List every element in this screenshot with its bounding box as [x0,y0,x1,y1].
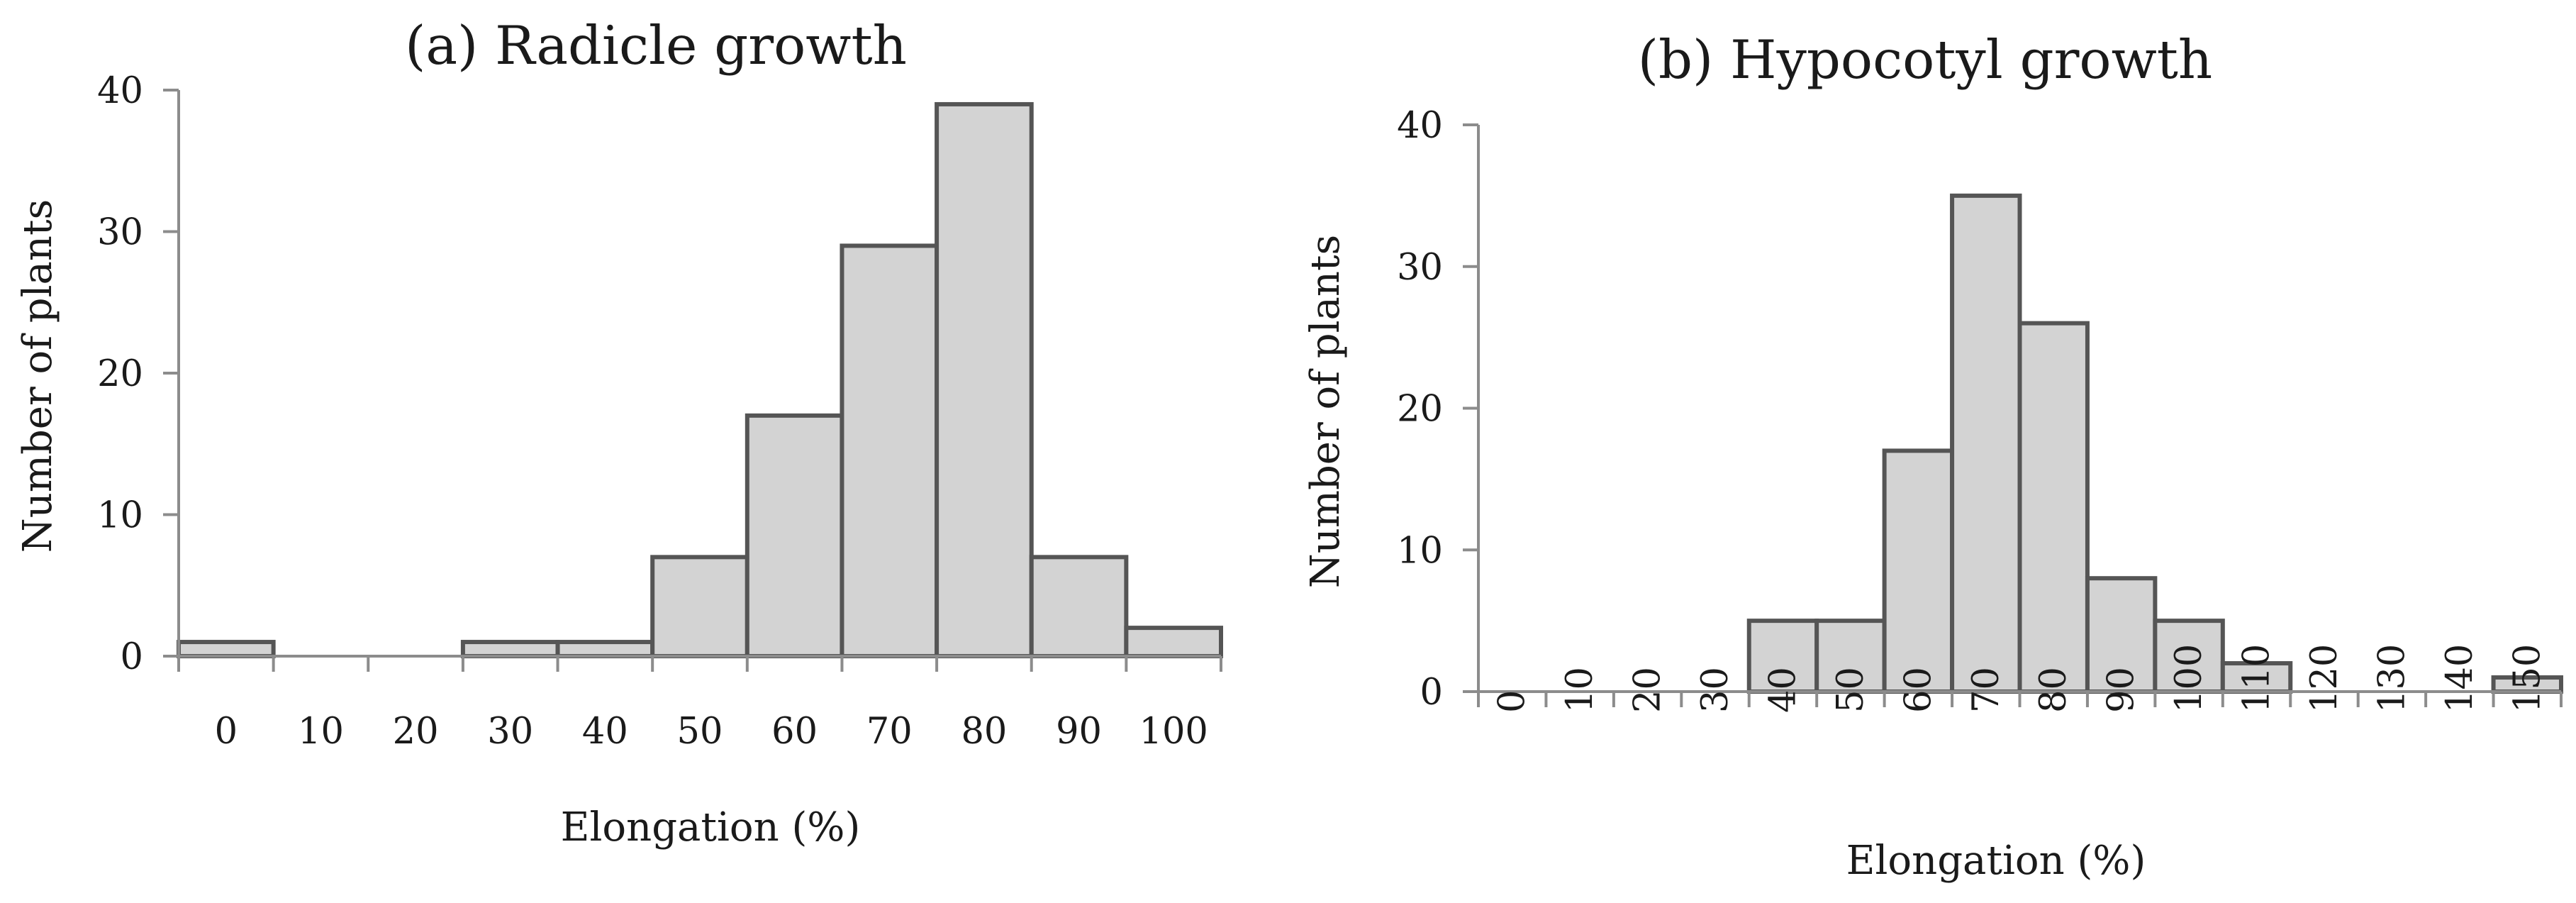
chart-b-x-tick-label: 80 [2033,667,2075,713]
chart-b-bars [1746,193,2563,694]
chart-b-x-tick-label: 110 [2236,644,2278,713]
chart-a-y-tick-label: 40 [97,70,143,112]
chart-a-x-tick-label: 40 [582,711,628,753]
chart-a-y-tick-label: 20 [97,353,143,395]
chart-b-bar [2017,321,2090,694]
chart-a-bar [177,640,276,658]
chart-b-x-tick-label: 60 [1897,667,1939,713]
chart-a-x-tick-label: 0 [215,711,238,753]
chart-a-x-tick-label: 50 [677,711,723,753]
chart-a-bar [935,101,1034,658]
chart-a-bar [745,413,844,658]
chart-a-x-tick-label: 80 [961,711,1007,753]
chart-b-bar [1814,619,1887,694]
chart-b-x-tick-label: 50 [1830,667,1872,713]
chart-b-y-tick-label: 40 [1397,105,1443,147]
chart-b-x-tick-label: 0 [1492,690,1534,713]
chart-a-x-tick-label: 20 [393,711,439,753]
chart-b-x-tick-label: 150 [2507,644,2548,713]
chart-a-x-tick-label: 30 [487,711,533,753]
chart-a-x-tick-label: 10 [298,711,344,753]
chart-a-y-tick-labels: 0 10 20 30 40 [97,70,143,678]
chart-b-y-tick-label: 0 [1420,672,1443,714]
chart-b-x-tick-label: 40 [1762,667,1804,713]
chart-b-x-tick-label: 140 [2439,644,2481,713]
chart-b-x-tick-label: 70 [1966,667,2007,713]
chart-radicle-growth: (a) Radicle growth 0 10 20 30 40 Number of p… [15,14,1224,851]
chart-a-x-tick-label: 90 [1056,711,1102,753]
chart-b-x-tick-label: 30 [1695,667,1736,713]
chart-a-bars [177,101,1224,658]
chart-b-bar [1882,448,1955,694]
chart-b-y-tick-label: 20 [1397,389,1443,431]
chart-a-y-tick-label: 0 [121,636,143,678]
chart-a-x-tick-label: 60 [771,711,818,753]
chart-a-bar [1124,626,1224,658]
chart-b-x-axis-label: Elongation (%) [1846,838,2146,884]
chart-a-bar [650,555,749,658]
chart-b-bar [1950,193,2022,694]
chart-b-x-tick-label: 10 [1559,667,1601,713]
chart-a-x-tick-label: 100 [1139,711,1208,753]
chart-a-bar [555,640,655,658]
chart-a-x-axis-label: Elongation (%) [561,804,861,851]
chart-a-axes [163,89,1222,672]
chart-a-bar [840,243,939,658]
chart-b-y-tick-labels: 0 10 20 30 40 [1397,105,1443,714]
chart-a-y-tick-label: 30 [97,212,143,254]
chart-hypocotyl-growth: (b) Hypocotyl growth 0 10 20 30 40 Number of… [1303,28,2563,884]
chart-b-title: (b) Hypocotyl growth [1638,28,2212,91]
chart-b-x-tick-label: 120 [2304,644,2346,713]
chart-b-bar [2153,619,2225,694]
chart-b-y-tick-label: 30 [1397,247,1443,289]
chart-a-bar [460,640,560,658]
chart-a-y-axis-label: Number of plants [15,199,61,553]
chart-b-bar [2220,661,2293,694]
chart-b-x-tick-label: 100 [2168,644,2210,713]
chart-b-x-tick-label: 20 [1627,667,1669,713]
chart-a-title: (a) Radicle growth [405,14,907,77]
chart-b-x-tick-label: 90 [2101,667,2143,713]
chart-b-x-tick-labels: 0 10 20 30 40 50 60 70 80 90 100 110 120 130 140 150 [1492,644,2549,713]
chart-a-x-tick-labels: 0 10 20 30 40 50 60 70 80 90 100 [215,711,1208,753]
chart-b-axes [1463,123,2563,707]
chart-b-y-axis-label: Number of plants [1303,235,1349,588]
chart-b-bar [2085,576,2158,694]
chart-a-y-tick-label: 10 [97,495,143,537]
chart-a-x-tick-label: 70 [866,711,913,753]
chart-a-bar [1029,555,1129,658]
chart-b-x-tick-label: 130 [2371,644,2413,713]
chart-b-y-tick-label: 10 [1397,530,1443,572]
